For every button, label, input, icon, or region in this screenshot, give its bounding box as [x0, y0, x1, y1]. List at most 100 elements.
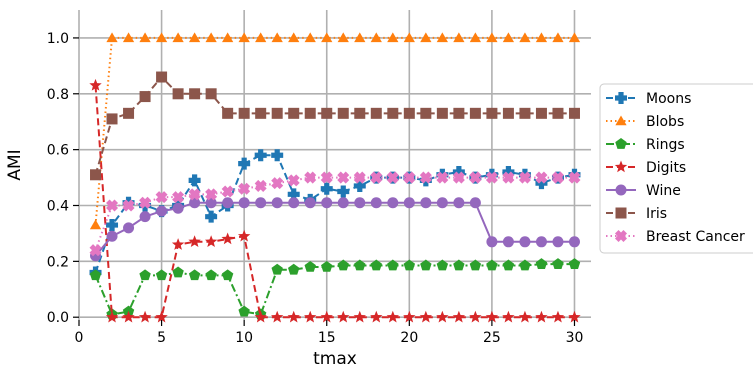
data-point — [519, 236, 531, 248]
data-point — [403, 259, 416, 271]
data-point — [205, 188, 218, 201]
legend-label: Wine — [646, 183, 681, 199]
data-point — [551, 310, 565, 323]
data-point — [255, 197, 267, 209]
data-point — [106, 113, 118, 125]
legend-item: Moons — [606, 91, 691, 107]
data-point — [304, 32, 316, 43]
data-point — [271, 32, 283, 43]
data-point — [519, 32, 531, 43]
x-tick-label: 0 — [75, 330, 84, 346]
data-point — [485, 310, 499, 323]
data-point — [205, 32, 217, 43]
data-point — [122, 32, 135, 43]
series-rings — [89, 258, 581, 320]
data-point — [354, 259, 366, 271]
data-point — [420, 259, 432, 271]
data-point — [238, 107, 250, 119]
data-point — [436, 197, 448, 209]
data-point — [205, 269, 217, 281]
data-point — [155, 310, 168, 323]
data-point — [139, 196, 152, 209]
data-point — [568, 32, 581, 43]
data-point — [287, 188, 300, 201]
data-point — [321, 197, 333, 209]
data-point — [552, 107, 564, 119]
data-point — [221, 232, 234, 245]
data-point — [403, 171, 416, 184]
data-point — [535, 107, 547, 119]
data-point — [105, 310, 119, 323]
data-point — [172, 88, 184, 100]
legend: Moons Blobs Rings Digits Wine Iris Breast Canc… — [599, 83, 753, 254]
series-breast-cancer — [89, 171, 581, 257]
legend-item: Iris — [606, 206, 667, 222]
data-point — [535, 171, 548, 184]
data-point — [304, 260, 316, 272]
data-point — [287, 174, 300, 187]
data-point — [156, 205, 168, 217]
data-point — [552, 32, 564, 43]
data-point — [288, 197, 300, 209]
data-point — [320, 310, 333, 323]
data-point — [370, 310, 383, 323]
x-tick-label: 20 — [400, 330, 418, 346]
legend-item: Blobs — [606, 114, 684, 130]
data-point — [386, 310, 399, 323]
data-point — [387, 107, 399, 119]
data-point — [535, 310, 548, 323]
data-point — [452, 171, 465, 184]
data-point — [238, 197, 250, 209]
data-point — [518, 310, 532, 323]
data-point — [106, 32, 118, 43]
data-point — [337, 185, 350, 198]
data-point — [172, 32, 184, 43]
data-point — [370, 171, 383, 184]
data-point — [551, 171, 564, 184]
data-point — [354, 197, 366, 209]
legend-label: Rings — [646, 137, 685, 153]
legend-marker — [615, 115, 627, 126]
data-point — [419, 310, 433, 323]
data-point — [469, 197, 481, 209]
data-point — [386, 171, 399, 184]
legend-frame — [599, 83, 753, 254]
data-point — [502, 310, 515, 323]
data-point — [320, 182, 333, 195]
legend-item: Rings — [606, 137, 685, 153]
data-point — [452, 165, 465, 178]
series-line — [94, 75, 575, 176]
data-point — [304, 197, 316, 209]
data-point — [469, 32, 482, 43]
data-point — [288, 107, 300, 119]
data-point — [420, 32, 432, 43]
data-point — [403, 32, 415, 43]
data-point — [156, 71, 168, 83]
data-point — [502, 32, 515, 43]
data-point — [188, 174, 201, 187]
data-point — [552, 236, 564, 248]
data-point — [486, 32, 498, 43]
legend-label: Breast Cancer — [646, 229, 745, 245]
data-point — [139, 211, 151, 223]
data-point — [387, 197, 399, 209]
data-point — [139, 91, 151, 103]
data-point — [237, 229, 251, 242]
series-digits — [89, 78, 581, 323]
data-point — [485, 171, 498, 184]
data-point — [353, 310, 366, 323]
data-point — [271, 197, 283, 209]
data-point — [337, 171, 350, 184]
data-point — [502, 107, 514, 119]
series-line — [94, 36, 575, 226]
legend-label: Digits — [646, 160, 686, 176]
data-point — [138, 310, 152, 323]
data-point — [155, 32, 168, 43]
data-point — [106, 219, 119, 232]
data-point — [469, 310, 482, 323]
data-point — [89, 269, 102, 281]
data-point — [502, 171, 515, 184]
x-axis-label: tmax — [313, 349, 357, 369]
y-axis-label: AMI — [5, 149, 25, 180]
y-tick-label: 0.4 — [47, 198, 69, 214]
